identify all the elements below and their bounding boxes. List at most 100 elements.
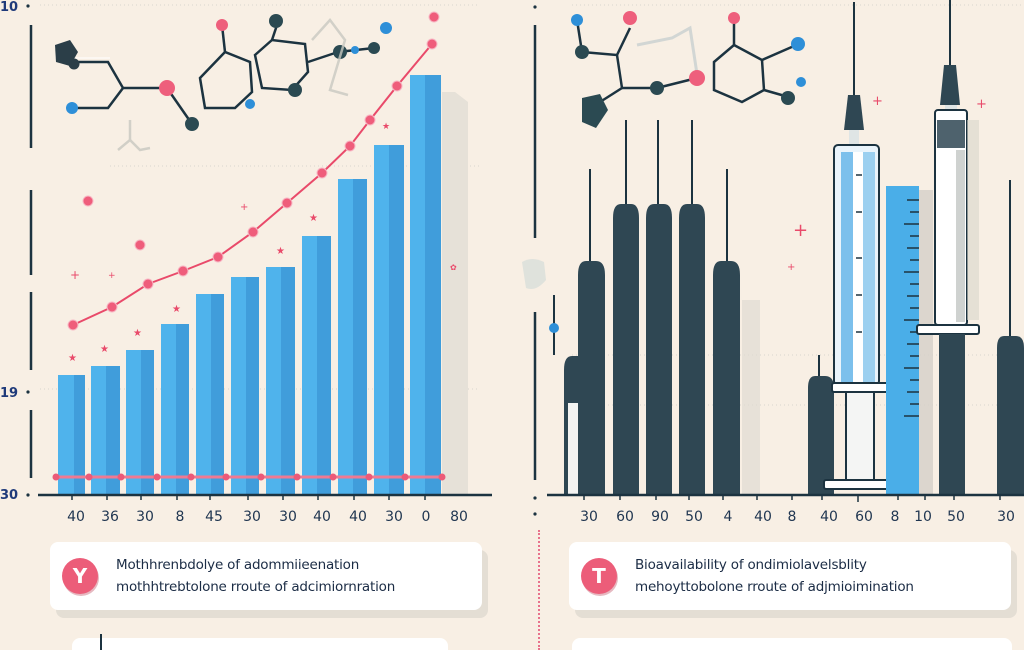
caption-line-1: Bioavailability of ondimiolavelsblity (635, 557, 867, 573)
x-label: 50 (947, 509, 965, 525)
bar (338, 179, 367, 494)
svg-text:★: ★ (172, 304, 181, 315)
baseline-marker-line (52, 473, 446, 481)
left-chart-panel: 10 19 30 (0, 0, 492, 650)
bar (374, 145, 404, 494)
left-caption-text: Mothhrenbdolye of adommiieenation mothht… (116, 554, 395, 598)
x-label: 40 (349, 509, 367, 525)
bar (58, 375, 85, 494)
svg-text:★: ★ (382, 122, 390, 132)
x-label: 30 (385, 509, 403, 525)
bar (196, 294, 224, 494)
x-label: 45 (205, 509, 223, 525)
bar (126, 350, 154, 494)
x-label: 30 (279, 509, 297, 525)
x-label: 90 (651, 509, 669, 525)
caption-line-2: mothhtrebtolone rroute of adcimiornratio… (116, 579, 396, 595)
x-label: 30 (580, 509, 598, 525)
syringe-bar (997, 180, 1024, 494)
left-second-card-stub (72, 638, 448, 650)
x-ticks (71, 495, 426, 500)
right-caption-text: Bioavailability of ondimiolavelsblity me… (635, 554, 914, 598)
x-label: 50 (685, 509, 703, 525)
syringe-bar (679, 120, 705, 494)
bar (91, 366, 120, 494)
y-tick-19: 19 (0, 386, 18, 401)
svg-text:+: + (240, 202, 248, 213)
ruler-bar (886, 186, 933, 494)
faded-molecule (117, 18, 349, 152)
syringe-bar (646, 120, 672, 494)
molecule-atoms (55, 14, 392, 131)
svg-text:★: ★ (309, 213, 318, 224)
right-caption-card: T Bioavailability of ondimiolavelsblity … (569, 542, 1011, 610)
y-tick-10: 10 (0, 0, 18, 15)
x-label: 8 (788, 509, 797, 525)
large-syringe-icon-2 (916, 0, 980, 494)
bar (266, 267, 295, 494)
x-tick-labels: 40 36 30 8 45 30 30 40 40 30 0 80 (67, 509, 468, 525)
caption-line-2: mehoyttobolone rroute of adjmioimination (635, 579, 914, 595)
molecule-atoms (571, 11, 806, 128)
molecule-icon (72, 21, 375, 125)
trend-line (67, 11, 440, 331)
bar (410, 75, 441, 494)
svg-text:+: + (976, 97, 987, 112)
x-label: 4 (724, 509, 733, 525)
left-chart: 10 19 30 (0, 0, 492, 525)
svg-text:✿: ✿ (450, 263, 457, 272)
x-label: 80 (450, 509, 468, 525)
y-tick-30: 30 (0, 488, 18, 503)
bar-shadow (442, 92, 468, 494)
x-label: 60 (616, 509, 634, 525)
svg-text:★: ★ (133, 328, 142, 339)
syringe-bar (713, 169, 740, 494)
left-caption-card: Y Mothhrenbdolye of adommiieenation moth… (50, 542, 482, 610)
x-label: 60 (855, 509, 873, 525)
svg-text:+: + (793, 220, 808, 241)
x-label: 0 (422, 509, 431, 525)
svg-text:+: + (872, 94, 883, 109)
syringe-bar (578, 169, 605, 494)
syringe-bar (613, 120, 639, 494)
x-label: 40 (313, 509, 331, 525)
x-label: 36 (101, 509, 119, 525)
t-badge-icon: T (581, 558, 617, 594)
left-stub-stroke (100, 634, 102, 650)
right-chart-panel: + + + + 30 60 90 50 4 40 8 40 60 8 1 (512, 0, 1024, 650)
svg-text:★: ★ (100, 344, 109, 355)
bars (58, 75, 441, 494)
sparkle-decorations: + + + ★ ★ ★ ★ ★ ★ ★ ✿ (68, 122, 457, 364)
svg-text:+: + (108, 271, 116, 281)
x-label: 30 (243, 509, 261, 525)
caption-line-1: Mothhrenbdolye of adommiieenation (116, 557, 360, 573)
sparkle-decorations: + + + + (787, 94, 987, 273)
bar (302, 236, 331, 494)
x-label: 10 (914, 509, 932, 525)
y-badge-icon: Y (62, 558, 98, 594)
right-second-card-stub (572, 638, 1012, 650)
syringe-bar (808, 355, 834, 494)
svg-text:+: + (70, 268, 80, 282)
svg-text:★: ★ (276, 246, 285, 257)
x-label: 40 (754, 509, 772, 525)
svg-text:★: ★ (68, 353, 77, 364)
large-syringe-icon (823, 2, 895, 490)
skull-icon (522, 259, 546, 289)
svg-text:+: + (787, 262, 795, 273)
panel-divider (538, 530, 540, 650)
x-tick-labels: 30 60 90 50 4 40 8 40 60 8 10 50 30 (580, 509, 1015, 525)
right-chart: + + + + 30 60 90 50 4 40 8 40 60 8 1 (522, 0, 1024, 525)
x-label: 8 (176, 509, 185, 525)
x-ticks (583, 495, 1001, 502)
x-label: 30 (997, 509, 1015, 525)
syringe-bars (549, 120, 834, 494)
y-axis-dots (26, 4, 30, 497)
x-label: 30 (136, 509, 154, 525)
x-label: 40 (67, 509, 85, 525)
bar (161, 324, 189, 494)
x-label: 40 (820, 509, 838, 525)
x-label: 8 (891, 509, 900, 525)
bar (231, 277, 259, 494)
molecule-icon (575, 19, 795, 104)
